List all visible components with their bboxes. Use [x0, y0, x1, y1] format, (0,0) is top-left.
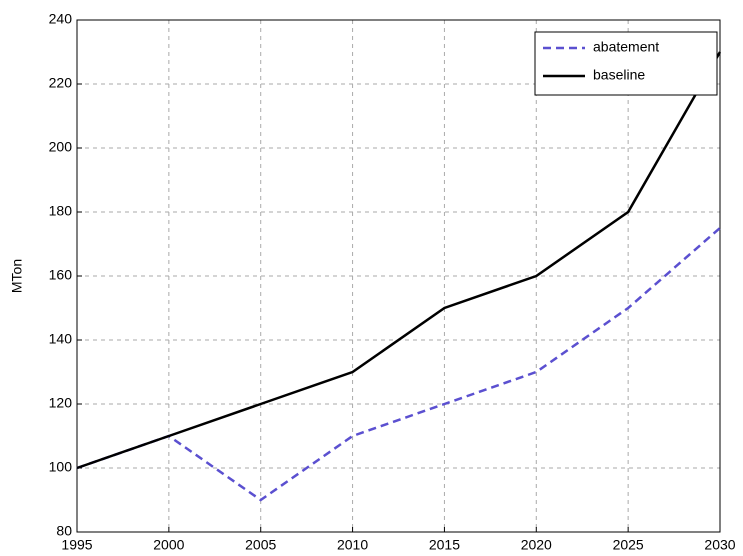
- y-tick-label: 160: [49, 267, 73, 283]
- y-tick-label: 80: [56, 523, 72, 539]
- x-tick-label: 2010: [337, 537, 368, 553]
- y-tick-label: 140: [49, 331, 73, 347]
- y-tick-label: 100: [49, 459, 73, 475]
- legend-label: abatement: [593, 39, 659, 55]
- x-tick-label: 2025: [613, 537, 644, 553]
- x-tick-label: 2000: [153, 537, 184, 553]
- y-axis-label: MTon: [9, 259, 25, 293]
- x-tick-label: 2005: [245, 537, 276, 553]
- y-tick-label: 220: [49, 75, 73, 91]
- y-tick-label: 120: [49, 395, 73, 411]
- x-tick-label: 2015: [429, 537, 460, 553]
- series-line: [76, 51, 722, 470]
- y-tick-label: 240: [49, 11, 73, 27]
- y-tick-label: 180: [49, 203, 73, 219]
- legend-label: baseline: [593, 67, 645, 83]
- x-tick-label: 1995: [61, 537, 92, 553]
- series-line: [76, 227, 721, 502]
- plot-frame: [76, 19, 721, 533]
- x-tick-label: 2020: [521, 537, 552, 553]
- x-tick-label: 2030: [704, 537, 735, 553]
- y-tick-label: 200: [49, 139, 73, 155]
- legend-box: [534, 31, 718, 96]
